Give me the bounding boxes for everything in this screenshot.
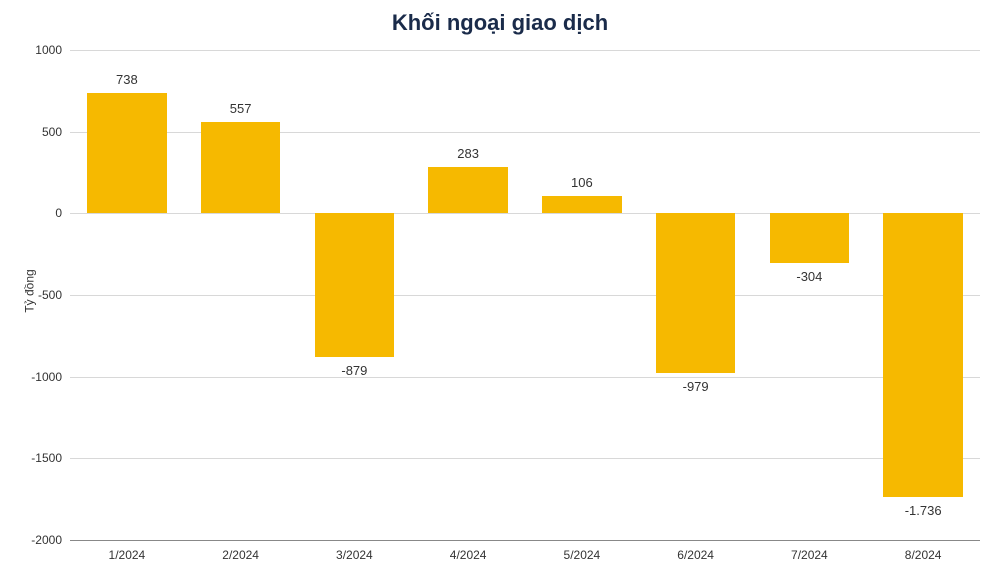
- x-tick-label: 7/2024: [791, 548, 828, 562]
- bar-value-label: -304: [796, 269, 822, 284]
- x-tick-label: 8/2024: [905, 548, 942, 562]
- x-tick-label: 5/2024: [564, 548, 601, 562]
- chart-container: Khối ngoại giao dịch Tỷ đồng 10005000-50…: [0, 0, 1000, 582]
- gridline: [70, 377, 980, 378]
- bar-value-label: -979: [683, 379, 709, 394]
- bar: [542, 196, 622, 213]
- gridline: [70, 50, 980, 51]
- bar-value-label: -879: [341, 363, 367, 378]
- y-tick-label: -1500: [31, 451, 62, 465]
- bar: [883, 213, 963, 497]
- bar-value-label: -1.736: [905, 503, 942, 518]
- x-tick-label: 2/2024: [222, 548, 259, 562]
- bar-value-label: 283: [457, 146, 479, 161]
- bar: [770, 213, 850, 263]
- bar: [428, 167, 508, 213]
- chart-title: Khối ngoại giao dịch: [0, 10, 1000, 36]
- y-tick-label: -2000: [31, 533, 62, 547]
- bar-value-label: 557: [230, 101, 252, 116]
- gridline: [70, 295, 980, 296]
- y-tick-label: 0: [55, 206, 62, 220]
- gridline: [70, 458, 980, 459]
- y-tick-label: -500: [38, 288, 62, 302]
- x-tick-label: 1/2024: [109, 548, 146, 562]
- bar: [315, 213, 395, 357]
- gridline: [70, 540, 980, 541]
- bar: [201, 122, 281, 213]
- bar: [656, 213, 736, 373]
- plot-area: 10005000-500-1000-1500-20007381/20245572…: [70, 50, 980, 540]
- bar-value-label: 106: [571, 175, 593, 190]
- x-tick-label: 4/2024: [450, 548, 487, 562]
- bar: [87, 93, 167, 214]
- y-tick-label: 1000: [35, 43, 62, 57]
- y-axis-label: Tỷ đồng: [23, 269, 37, 312]
- y-tick-label: 500: [42, 125, 62, 139]
- x-tick-label: 3/2024: [336, 548, 373, 562]
- y-tick-label: -1000: [31, 370, 62, 384]
- bar-value-label: 738: [116, 72, 138, 87]
- x-tick-label: 6/2024: [677, 548, 714, 562]
